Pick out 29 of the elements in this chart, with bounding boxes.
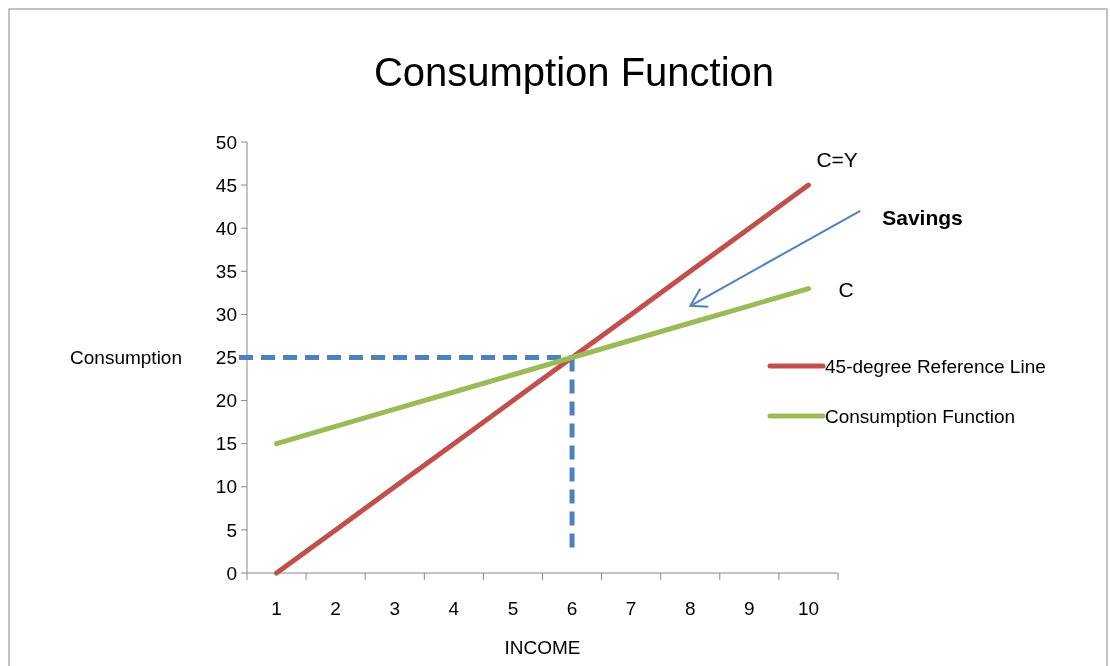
y-axis-title: Consumption — [70, 347, 182, 369]
x-tick-label: 6 — [566, 598, 578, 619]
annotation: C — [838, 277, 854, 301]
y-tick-label: 35 — [215, 260, 237, 282]
x-tick-label: 2 — [330, 598, 341, 619]
x-tick-label: 8 — [684, 598, 696, 619]
x-tick-label: 4 — [448, 598, 460, 619]
y-tick-label: 50 — [215, 131, 237, 153]
x-tick-label: 9 — [744, 598, 755, 619]
y-tick-label: 10 — [215, 476, 237, 498]
chart-title: Consumption Function — [373, 50, 775, 94]
y-tick-label: 40 — [215, 217, 237, 239]
y-tick-label: 5 — [226, 519, 237, 541]
y-tick-label: 20 — [215, 390, 237, 412]
annotation: C=Y — [816, 148, 858, 172]
y-tick-label: 15 — [215, 433, 237, 455]
legend-label: Consumption Function — [825, 405, 1016, 427]
y-tick-label: 25 — [215, 347, 237, 369]
text: Savings — [882, 205, 963, 229]
x-tick-label: 3 — [389, 598, 401, 619]
x-tick-label: 5 — [507, 598, 519, 619]
x-tick-label: 10 — [797, 598, 820, 619]
legend-label: 45-degree Reference Line — [825, 355, 1046, 377]
y-tick-label: 0 — [226, 562, 237, 584]
x-axis-title: INCOME — [504, 637, 581, 658]
y-tick-label: 30 — [215, 304, 237, 326]
x-tick-label: 1 — [271, 598, 282, 619]
x-tick-label: 7 — [625, 598, 637, 619]
y-tick-label: 45 — [215, 174, 237, 196]
